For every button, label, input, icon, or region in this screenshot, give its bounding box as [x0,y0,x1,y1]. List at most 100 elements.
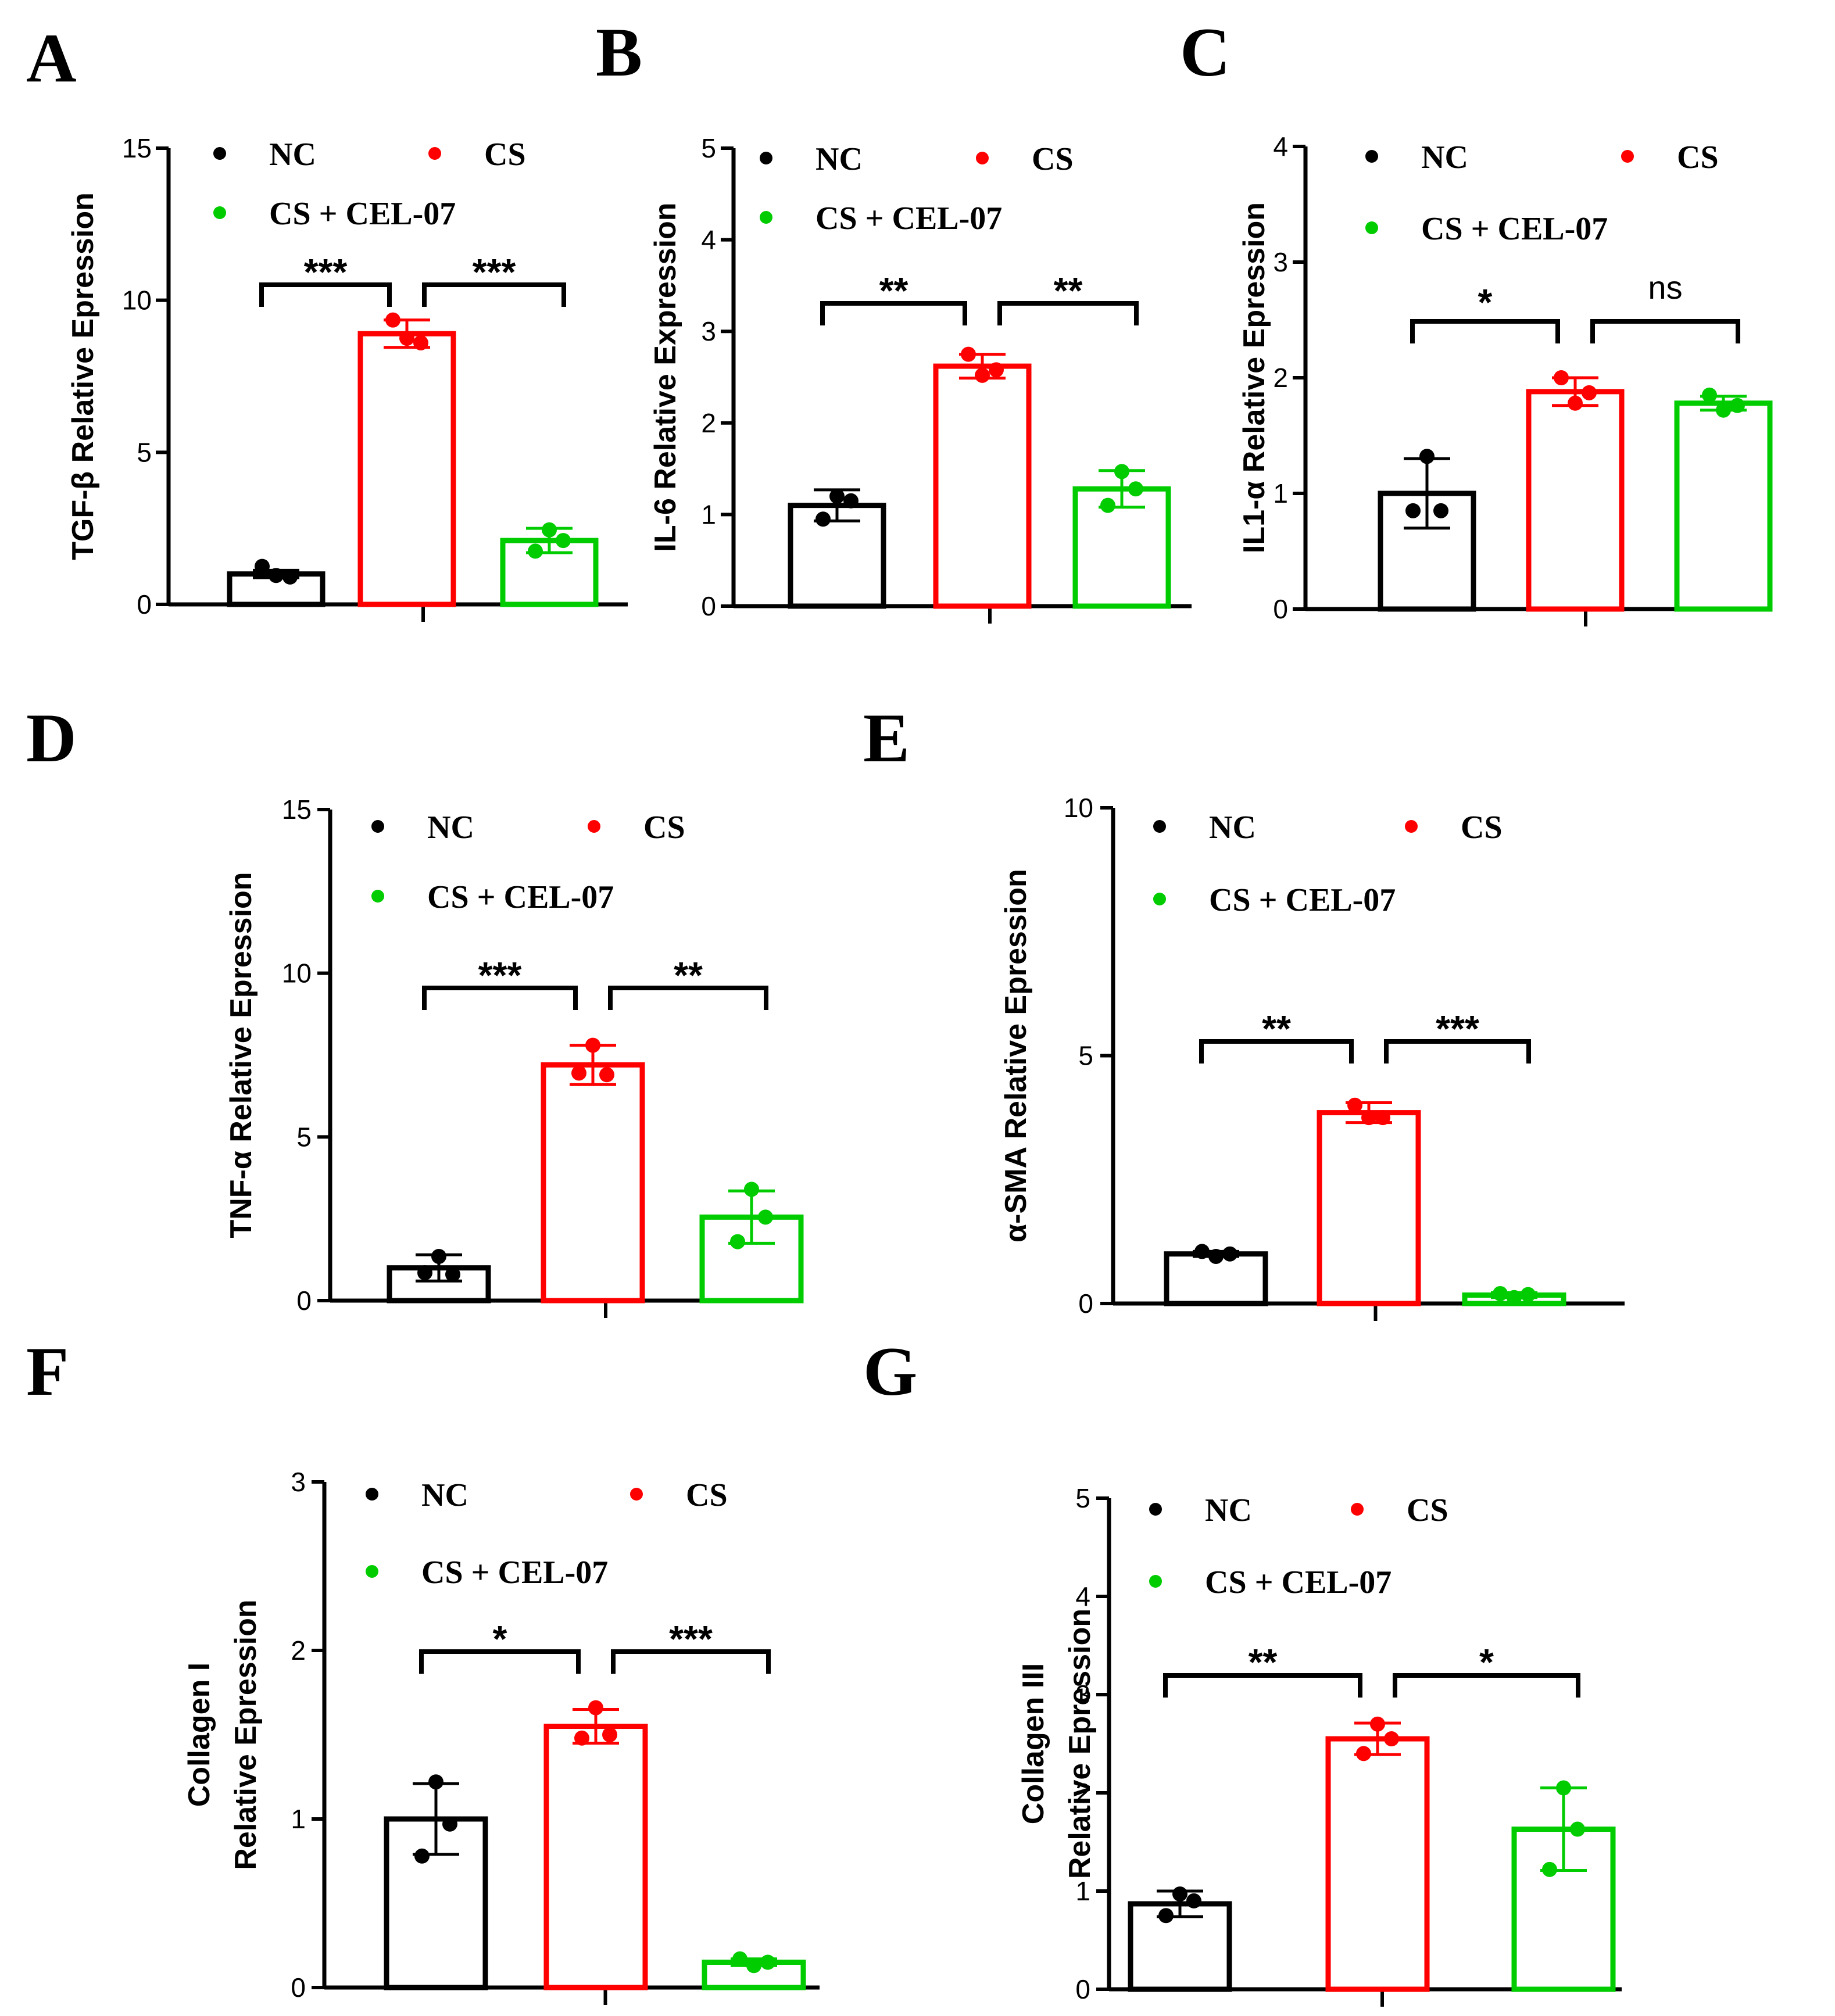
data-point-cs [975,367,990,383]
y-tick-label: 10 [1064,793,1093,823]
data-point-nc [414,1848,430,1864]
legend-marker-nc [366,1488,378,1501]
data-point-cel [1570,1821,1585,1837]
data-point-cs [1361,1110,1376,1126]
panel-label: E [863,699,910,776]
y-tick-label: 0 [701,591,716,621]
y-tick-label: 1 [701,499,716,529]
data-point-cel [1507,1290,1522,1305]
data-point-cel [1542,1861,1557,1877]
legend-marker-nc [1153,820,1166,833]
y-tick-label: 4 [701,225,716,255]
data-point-cs [588,1700,603,1716]
panel-label: G [863,1333,917,1410]
data-point-nc [843,493,859,509]
legend-marker-cel [1149,1575,1162,1588]
data-point-cel [1716,402,1731,418]
y-tick-label: 2 [291,1635,306,1666]
significance-bracket [820,301,967,325]
panel-c: C 0 1 2 3 4 IL1-α Relative Epression NC CS CS + C… [1180,13,1773,626]
significance-bracket [1393,1673,1580,1698]
legend-label-cs: CS [643,810,685,846]
bar-cs [1526,389,1625,612]
panel-a: A 0 5 10 15 TGF-β Relative Epression NC CS CS + … [26,19,628,622]
legend-label-cs: CS [1461,810,1503,846]
panel-f: F 0 1 2 3 Collagen I Relative Epression NC CS CS … [26,1333,820,2005]
data-point-nc [1405,503,1421,518]
legend-marker-cs [1621,150,1634,163]
y-axis-title: IL1-α Relative Epression [1237,202,1271,553]
data-point-cel [730,1234,745,1249]
data-point-cs [585,1037,600,1053]
legend-label-cel: CS + CEL-07 [815,200,1002,237]
legend-marker-cel [366,1565,378,1578]
legend-label-nc: NC [1205,1492,1252,1528]
data-point-cel [760,1954,775,1970]
data-point-nc [1208,1248,1224,1264]
legend-marker-cs [428,147,441,160]
legend-marker-cel [1153,893,1166,905]
bar-cs [543,1724,648,1990]
bar-cs [933,363,1032,609]
legend-marker-nc [371,820,384,833]
legend-label-nc: NC [427,810,474,846]
data-point-nc [445,1266,460,1282]
significance-label: * [1478,281,1493,323]
data-point-cel [1730,398,1745,413]
y-axis-title-line2: Relative Epression [229,1599,263,1870]
significance-label: ** [1054,270,1083,311]
data-point-nc [1158,1908,1174,1924]
significance-bracket [1163,1673,1362,1698]
data-point-cs [1568,395,1583,411]
significance-label: *** [1436,1008,1479,1050]
y-tick-label: 3 [1075,1680,1090,1710]
y-tick-label: 3 [701,316,716,346]
significance-bracket [1384,1039,1531,1063]
legend-label-cs: CS [1677,139,1719,176]
data-point-cel [556,533,571,549]
legend-marker-cs [630,1488,643,1501]
panel-b: B 0 1 2 3 4 5 IL-6 Relative Expression NC CS CS + … [596,13,1192,624]
legend-label-nc: NC [269,137,316,173]
data-point-nc [815,511,831,527]
legend-marker-cel [213,206,226,219]
y-tick-label: 10 [122,285,152,316]
legend-label-nc: NC [1421,139,1468,176]
data-point-cs [571,1065,586,1081]
panel-label: B [596,13,642,91]
data-point-cs [1384,1731,1399,1747]
bar-cs [357,331,456,607]
y-axis-title: TGF-β Relative Epression [66,192,100,560]
data-point-cel [1100,497,1115,513]
y-axis-title-line1: Collagen III [1017,1663,1050,1824]
data-point-cs [989,362,1004,378]
data-point-cs [961,346,976,362]
data-point-nc [1186,1893,1201,1908]
legend-marker-nc [1365,150,1378,163]
y-tick-label: 10 [282,958,312,989]
y-tick-label: 5 [1075,1483,1090,1513]
data-point-cs [1554,370,1569,385]
legend-marker-cs [1351,1503,1364,1516]
significance-bracket [422,282,566,307]
panel-label: D [26,699,77,776]
significance-bracket [1590,319,1740,343]
y-tick-label: 5 [137,437,152,467]
y-tick-label: 2 [1075,1778,1090,1808]
significance-label: *** [304,251,348,293]
data-point-cs [1582,385,1597,400]
significance-bracket [1410,319,1560,343]
legend-label-cs: CS [1032,141,1074,177]
y-tick-label: 4 [1273,131,1288,162]
y-tick-label: 5 [701,133,716,163]
legend-marker-cel [1365,221,1378,234]
y-tick-label: 0 [1273,594,1288,624]
legend-label-cel: CS + CEL-07 [421,1555,608,1591]
data-point-cs [599,1067,614,1083]
legend-label-cel: CS + CEL-07 [269,196,456,232]
y-axis-title-line2: Relative Epression [1063,1609,1097,1879]
data-point-cs [1356,1746,1371,1761]
significance-label: *** [473,251,516,293]
y-tick-label: 0 [291,1972,306,2003]
